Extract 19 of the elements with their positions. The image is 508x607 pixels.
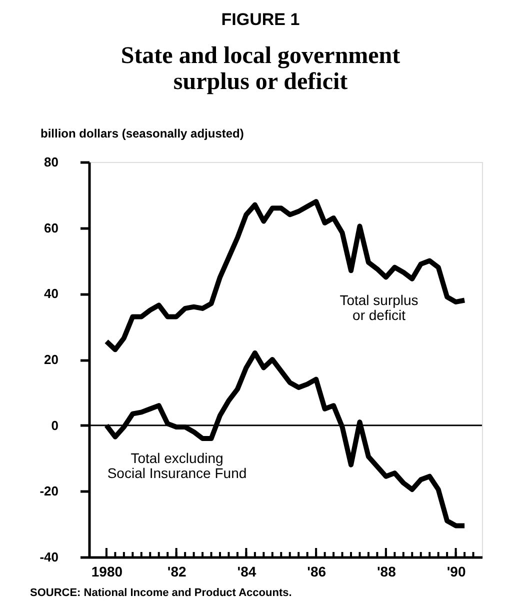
source-note: SOURCE: National Income and Product Accounts.: [30, 587, 292, 599]
y-tick-label: 0: [51, 418, 58, 433]
y-axis-title: billion dollars (seasonally adjusted): [40, 126, 244, 140]
x-tick-label: '90: [446, 564, 466, 580]
x-tick-label: '88: [376, 564, 396, 580]
x-tick-label: '82: [167, 564, 186, 580]
y-tick-label: 60: [44, 220, 58, 236]
y-tick-label: 80: [44, 154, 58, 170]
y-tick-label: 40: [44, 286, 58, 302]
x-tick-label: 1980: [91, 564, 123, 580]
y-tick-label: -40: [40, 550, 58, 564]
y-tick-label: 20: [44, 352, 58, 367]
chart-title: FIGURE 1: [221, 10, 300, 29]
series-label: Total excluding Social Insurance Fund: [107, 450, 247, 481]
chart-subtitle: State and local government surplus or deficit: [120, 43, 400, 95]
x-tick-label: '84: [237, 564, 256, 580]
series-label: Total surplus or deficit: [340, 292, 418, 323]
y-tick-label: -20: [40, 484, 58, 499]
x-tick-label: '86: [307, 564, 326, 580]
